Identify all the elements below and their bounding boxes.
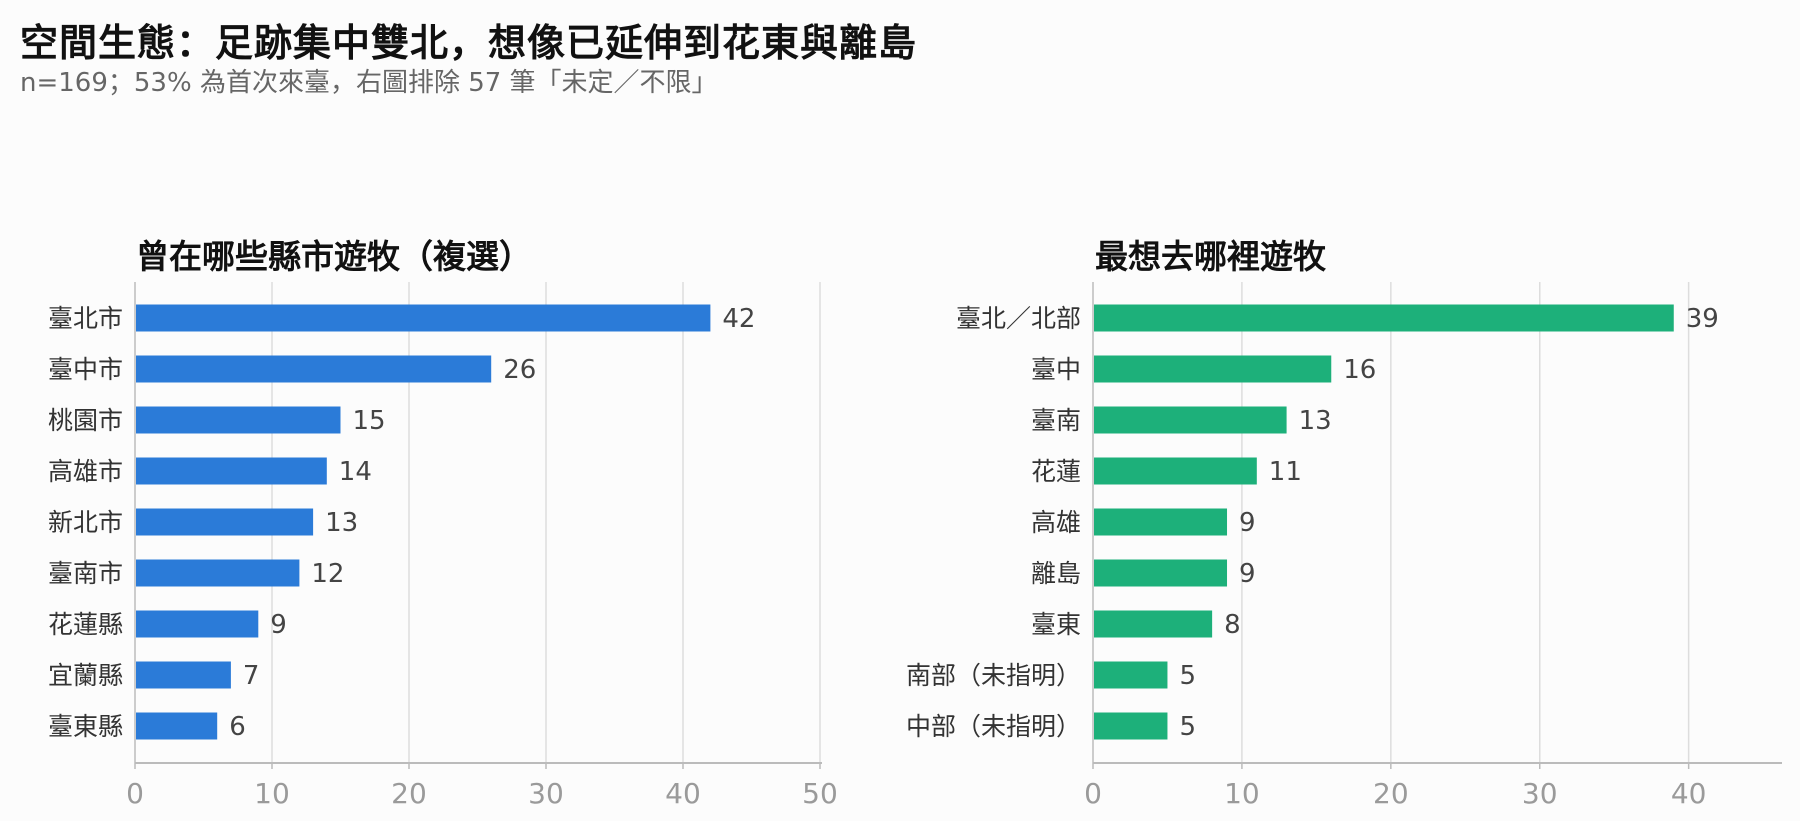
page-subtitle: n=169；53% 為首次來臺，右圖排除 57 筆「未定／不限」	[20, 68, 718, 98]
left-tick-label: 50	[802, 777, 838, 810]
left-tick-label: 0	[126, 777, 144, 810]
right-category-label: 花蓮	[1031, 457, 1081, 486]
right-value-label: 39	[1686, 304, 1719, 334]
left-category-label: 高雄市	[48, 457, 123, 486]
left-bar	[136, 559, 300, 587]
right-category-label: 離島	[1031, 559, 1081, 588]
left-bar	[136, 712, 218, 740]
left-category-label: 宜蘭縣	[48, 661, 123, 690]
right-category-label: 臺東	[1031, 610, 1081, 639]
left-value-label: 14	[339, 457, 372, 487]
left-category-label: 臺南市	[48, 559, 123, 588]
left-category-label: 臺中市	[48, 355, 123, 384]
right-bar	[1094, 508, 1228, 536]
left-bar	[136, 457, 327, 485]
left-tick-label: 20	[391, 777, 427, 810]
left-value-label: 13	[325, 508, 358, 538]
left-bar	[136, 355, 492, 383]
left-category-label: 桃園市	[48, 406, 123, 435]
right-tick-label: 30	[1522, 777, 1558, 810]
right-bar	[1094, 355, 1332, 383]
right-value-label: 16	[1343, 355, 1376, 385]
right-bar	[1094, 457, 1257, 485]
right-value-label: 5	[1179, 712, 1196, 742]
right-value-label: 8	[1224, 610, 1241, 640]
right-value-label: 5	[1179, 661, 1196, 691]
right-tick-label: 40	[1671, 777, 1707, 810]
right-value-label: 9	[1239, 508, 1256, 538]
left-value-label: 6	[229, 712, 246, 742]
left-value-label: 15	[353, 406, 386, 436]
right-bar	[1094, 661, 1168, 689]
right-bar	[1094, 610, 1213, 638]
left-bar	[136, 508, 314, 536]
left-bar	[136, 661, 231, 689]
left-value-label: 7	[243, 661, 260, 691]
left-category-label: 臺東縣	[48, 712, 123, 741]
left-tick-label: 30	[528, 777, 564, 810]
right-value-label: 9	[1239, 559, 1256, 589]
left-chart-title: 曾在哪些縣市遊牧（複選）	[136, 237, 532, 276]
right-category-label: 臺南	[1031, 406, 1081, 435]
right-category-label: 臺北／北部	[956, 304, 1081, 333]
right-category-label: 南部（未指明）	[906, 661, 1081, 690]
left-category-label: 花蓮縣	[48, 610, 123, 639]
left-value-label: 26	[503, 355, 536, 385]
left-bar	[136, 304, 711, 332]
left-category-label: 臺北市	[48, 304, 123, 333]
right-chart-title: 最想去哪裡遊牧	[1095, 237, 1326, 276]
left-tick-label: 10	[254, 777, 290, 810]
right-bar	[1094, 712, 1168, 740]
right-bar	[1094, 304, 1674, 332]
right-value-label: 13	[1299, 406, 1332, 436]
left-value-label: 42	[722, 304, 755, 334]
page-title: 空間生態：足跡集中雙北，想像已延伸到花東與離島	[20, 21, 918, 65]
left-category-label: 新北市	[48, 508, 123, 537]
left-bar	[136, 610, 259, 638]
left-bar-chart: 0 10 20 30 40 50 臺北市 42 臺中市 26 桃園市 15 高雄市 14 新北市 13 臺南市 1…	[48, 282, 838, 810]
right-bar	[1094, 559, 1228, 587]
left-value-label: 12	[311, 559, 344, 589]
right-category-label: 臺中	[1031, 355, 1081, 384]
left-tick-label: 40	[665, 777, 701, 810]
right-tick-label: 20	[1373, 777, 1409, 810]
right-tick-label: 0	[1084, 777, 1102, 810]
right-category-label: 中部（未指明）	[906, 712, 1081, 741]
left-value-label: 9	[270, 610, 287, 640]
left-bar	[136, 406, 341, 434]
right-bar	[1094, 406, 1287, 434]
right-category-label: 高雄	[1031, 508, 1081, 537]
right-value-label: 11	[1269, 457, 1302, 487]
right-tick-label: 10	[1224, 777, 1260, 810]
